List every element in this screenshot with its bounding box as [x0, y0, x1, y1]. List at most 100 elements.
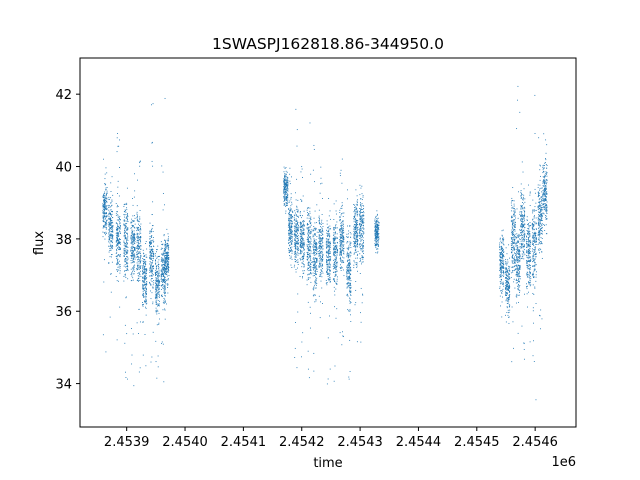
data-point — [127, 212, 129, 214]
data-point — [149, 232, 151, 234]
data-point — [149, 250, 151, 252]
data-point — [152, 239, 154, 241]
data-point — [155, 275, 156, 277]
data-point — [507, 289, 509, 291]
data-point — [104, 207, 106, 209]
data-point — [117, 226, 119, 227]
data-point — [155, 301, 157, 303]
data-point — [167, 284, 169, 286]
data-point — [356, 223, 357, 225]
data-point — [309, 273, 311, 275]
data-point — [133, 262, 135, 263]
data-point — [151, 269, 153, 271]
data-point — [356, 233, 358, 235]
data-point — [301, 250, 303, 252]
data-point — [158, 303, 160, 305]
data-point — [507, 289, 509, 291]
data-point — [346, 265, 348, 267]
data-point — [334, 265, 336, 267]
data-point — [336, 251, 338, 253]
data-point — [506, 279, 508, 281]
data-point — [149, 246, 151, 248]
data-point — [503, 275, 505, 277]
data-point — [501, 253, 503, 255]
data-point — [315, 262, 316, 264]
data-point — [290, 229, 292, 231]
data-point — [119, 139, 121, 141]
data-point — [499, 267, 501, 269]
data-point — [133, 238, 135, 239]
data-point — [502, 256, 504, 257]
data-point — [326, 274, 328, 275]
data-point — [295, 229, 297, 231]
data-point — [156, 303, 158, 305]
data-point — [505, 268, 507, 270]
data-point — [312, 265, 314, 267]
data-point — [318, 235, 320, 237]
data-point — [163, 284, 165, 286]
data-point — [132, 250, 134, 251]
data-point — [356, 214, 358, 216]
data-point — [142, 272, 144, 274]
data-point — [374, 234, 376, 236]
data-point — [136, 246, 138, 248]
data-point — [377, 223, 379, 225]
data-point — [356, 222, 358, 224]
data-point — [514, 229, 516, 231]
data-point — [339, 252, 341, 254]
data-point — [158, 303, 160, 305]
data-point — [309, 245, 311, 247]
data-point — [133, 385, 135, 387]
data-point — [131, 244, 133, 246]
data-point — [140, 241, 142, 243]
data-point — [137, 279, 139, 281]
data-point — [119, 249, 121, 251]
data-point — [301, 257, 303, 259]
data-point — [362, 195, 364, 197]
data-point — [117, 247, 119, 249]
data-point — [322, 303, 323, 304]
data-point — [376, 242, 378, 244]
data-point — [286, 191, 287, 193]
data-point — [145, 274, 147, 276]
data-point — [288, 232, 290, 234]
data-point — [127, 234, 128, 236]
data-point — [163, 273, 164, 275]
data-point — [362, 257, 364, 259]
data-point — [349, 263, 351, 265]
data-point — [165, 288, 166, 290]
data-point — [342, 260, 344, 262]
data-point — [309, 269, 311, 271]
data-point — [157, 287, 159, 289]
data-point — [162, 296, 163, 298]
data-point — [309, 254, 311, 256]
data-point — [146, 269, 148, 271]
data-point — [285, 176, 287, 178]
data-point — [149, 222, 151, 224]
data-point — [108, 209, 110, 211]
data-point — [284, 194, 286, 196]
data-point — [303, 245, 305, 247]
data-point — [509, 274, 510, 276]
data-point — [149, 230, 151, 232]
data-point — [326, 250, 328, 252]
data-point — [349, 232, 351, 233]
data-point — [378, 228, 379, 230]
data-point — [145, 294, 147, 296]
data-point — [151, 235, 153, 237]
data-point — [166, 228, 168, 230]
data-point — [153, 246, 155, 247]
data-point — [508, 316, 510, 318]
data-point — [306, 227, 308, 229]
data-point — [303, 229, 305, 231]
data-point — [117, 133, 119, 134]
data-point — [155, 286, 157, 288]
data-point — [501, 316, 503, 318]
data-point — [360, 234, 362, 236]
data-point — [286, 199, 287, 201]
data-point — [309, 247, 311, 249]
data-point — [102, 207, 104, 209]
data-point — [341, 243, 342, 245]
data-point — [156, 311, 158, 313]
data-point — [340, 228, 342, 230]
